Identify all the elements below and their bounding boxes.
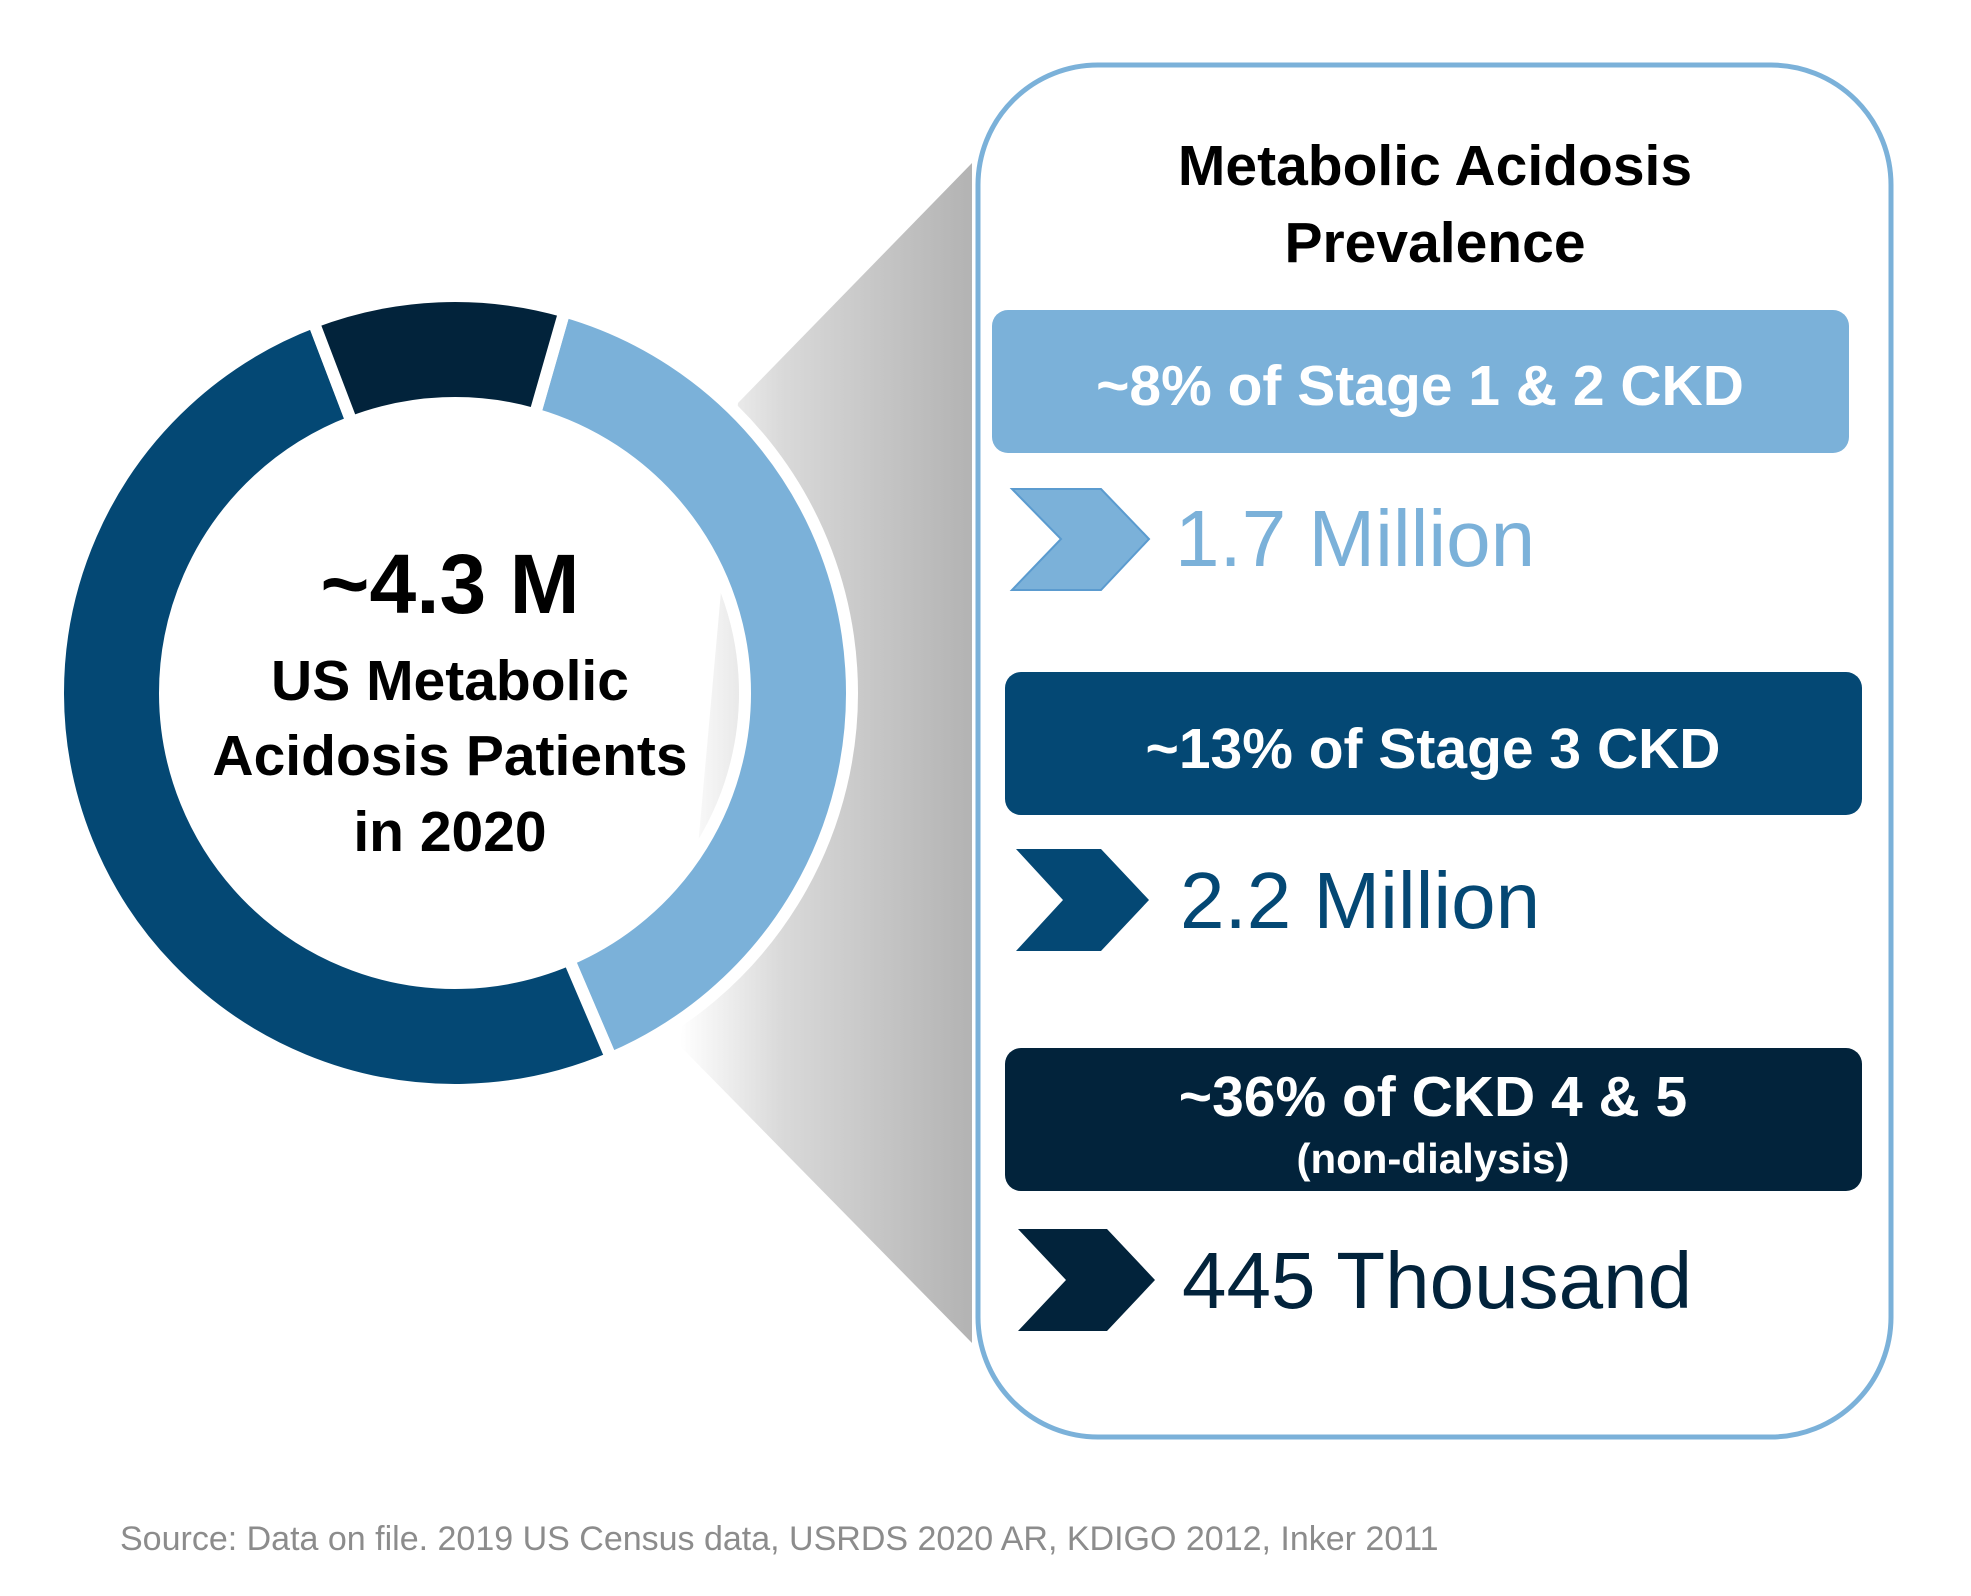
- donut-segment-3: [305, 290, 572, 430]
- donut-chart: [52, 290, 859, 1096]
- segment-2-label: ~13% of Stage 3 CKD: [1146, 717, 1721, 781]
- segment-2-chevron-icon: [1016, 849, 1149, 951]
- center-value: ~4.3 M: [320, 537, 579, 631]
- segment-1-chevron-icon: [1009, 488, 1151, 591]
- source-note: Source: Data on file. 2019 US Census dat…: [120, 1520, 1439, 1558]
- donut-segment-1: [527, 303, 859, 1066]
- center-label-line-1: US Metabolic: [271, 649, 629, 713]
- donut-segment-2: [52, 314, 619, 1096]
- segment-1-label-box: [992, 310, 1849, 453]
- panel-title-line-2: Prevalence: [1284, 211, 1585, 275]
- center-label-line-2: Acidosis Patients: [212, 724, 687, 788]
- segment-1-label: ~8% of Stage 1 & 2 CKD: [1096, 354, 1744, 418]
- center-label-line-3: in 2020: [353, 800, 546, 864]
- donut-center: ~4.3 M US Metabolic Acidosis Patients in…: [212, 537, 687, 864]
- segment-3-value: 445 Thousand: [1182, 1236, 1692, 1325]
- segment-3-sublabel: (non-dialysis): [1296, 1135, 1569, 1182]
- segment-3-label: ~36% of CKD 4 & 5: [1179, 1065, 1687, 1129]
- segment-2-value: 2.2 Million: [1180, 856, 1540, 945]
- segment-1-value: 1.7 Million: [1175, 494, 1535, 583]
- segment-3-chevron-icon: [1018, 1229, 1155, 1331]
- panel-title-line-1: Metabolic Acidosis: [1178, 134, 1692, 198]
- segment-2-label-box: [1005, 672, 1862, 815]
- segment-3-label-box: [1005, 1048, 1862, 1191]
